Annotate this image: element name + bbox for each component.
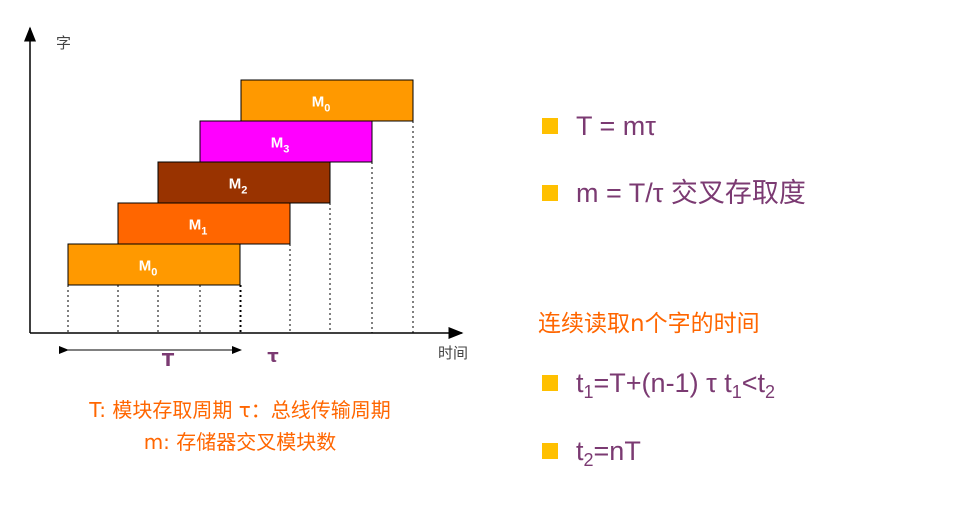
y-axis-label: 字 — [56, 34, 71, 52]
formula-text: t — [576, 368, 584, 398]
formula-text: t — [576, 436, 584, 466]
module-label: M2 — [229, 176, 248, 197]
formula-text: =T+(n-1) τ t — [594, 368, 733, 398]
module-label: M0 — [312, 94, 331, 115]
tau-label: τ — [267, 346, 279, 367]
module-name: M — [312, 94, 325, 111]
subscript: 2 — [765, 382, 775, 402]
module-index: 3 — [283, 144, 289, 156]
bullet-square — [542, 443, 558, 459]
module-label: M0 — [139, 258, 158, 279]
module-block — [67, 243, 241, 286]
module-name: M — [229, 176, 242, 193]
module-label: M1 — [189, 217, 208, 238]
subscript: 2 — [584, 450, 594, 470]
bullet-square — [542, 185, 558, 201]
formula-text: <t — [742, 368, 766, 398]
formula: m = T/τ 交叉存取度 — [576, 178, 806, 208]
module-name: M — [189, 217, 202, 234]
formula-text: m = T/τ 交叉存取度 — [576, 178, 806, 208]
caption-line: T: 模块存取周期 τ：总线传输周期 — [88, 398, 391, 422]
period-label: T — [162, 350, 175, 371]
module-name: M — [139, 258, 152, 275]
module-block — [157, 161, 331, 204]
module-label: M3 — [271, 135, 290, 156]
subscript: 1 — [732, 382, 742, 402]
heading: 连续读取n个字的时间 — [538, 311, 760, 337]
module-block — [240, 79, 414, 122]
formula-text: =nT — [594, 436, 641, 466]
formula: t1=T+(n-1) τ t1<t2 — [576, 368, 775, 402]
formula: t2=nT — [576, 436, 641, 470]
module-index: 2 — [241, 185, 247, 197]
formula-text: T = mτ — [576, 111, 656, 141]
subscript: 1 — [584, 382, 594, 402]
module-block — [199, 120, 373, 163]
module-block — [117, 202, 291, 245]
module-name: M — [271, 135, 284, 152]
module-index: 1 — [201, 226, 207, 238]
module-index: 0 — [151, 267, 157, 279]
x-axis-label: 时间 — [438, 344, 468, 362]
formula: T = mτ — [576, 111, 656, 141]
module-index: 0 — [324, 103, 330, 115]
caption-line: m: 存储器交叉模块数 — [144, 430, 337, 454]
bullet-square — [542, 375, 558, 391]
bullet-square — [542, 118, 558, 134]
